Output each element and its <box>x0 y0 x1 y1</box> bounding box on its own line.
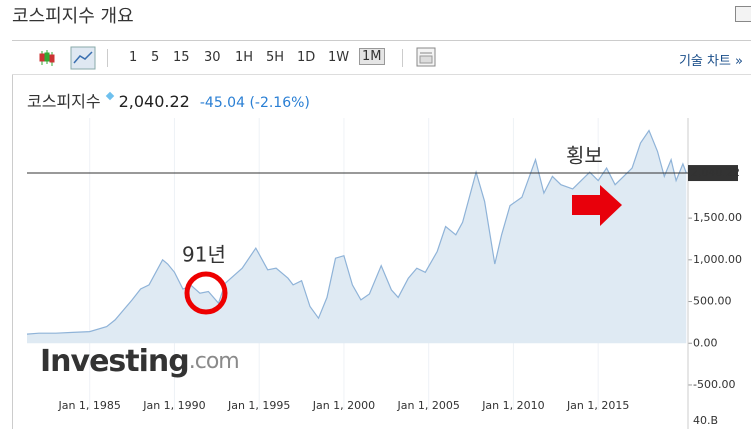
annotation-circle <box>184 271 228 315</box>
y-tick-label: -500.00 <box>693 378 735 391</box>
quote-change: -45.04 (-2.16%) <box>199 95 310 111</box>
annotation-arrow <box>572 185 622 226</box>
y-tick-label: 1,500.00 <box>693 211 742 224</box>
technical-chart-link[interactable]: 기술 차트 » <box>678 54 743 69</box>
settings-icon[interactable] <box>415 41 439 75</box>
interval-button[interactable]: 1W <box>328 50 350 65</box>
x-tick-label: Jan 1, 2000 <box>312 399 375 412</box>
quote-line: 코스피지수 2,040.22 -45.04 (-2.16%) <box>27 88 310 112</box>
area-fill <box>27 130 687 344</box>
interval-button[interactable]: 1H <box>235 50 254 65</box>
current-price-label: 2,040.22 <box>691 166 740 179</box>
x-tick-label: Jan 1, 2015 <box>566 399 629 412</box>
watermark: Investing.com <box>40 344 239 379</box>
interval-button[interactable]: 15 <box>173 50 190 65</box>
price-line <box>26 129 687 335</box>
chart-type-icons <box>39 46 96 70</box>
candle-icon[interactable] <box>39 50 55 66</box>
interval-button[interactable]: 5H <box>266 50 285 65</box>
quote-price: 2,040.22 <box>118 92 190 111</box>
y-tick-label: 1,000.00 <box>693 253 742 266</box>
interval-button[interactable]: 30 <box>204 50 221 65</box>
y-tick-label: 500.00 <box>693 295 732 308</box>
x-tick-label: Jan 1, 1995 <box>227 399 290 412</box>
current-price-box <box>688 165 738 182</box>
volume-label: 40.B <box>693 414 718 427</box>
page-title: 코스피지수 개요 <box>12 6 134 27</box>
separator <box>402 49 403 67</box>
x-tick-label: Jan 1, 1990 <box>142 399 205 412</box>
menu-icon[interactable] <box>735 6 751 22</box>
y-tick-label: 0.00 <box>693 336 718 349</box>
annotation-text: 횡보 <box>566 144 603 168</box>
interval-button[interactable]: 1 <box>129 50 138 65</box>
separator <box>107 49 108 67</box>
x-tick-label: Jan 1, 2005 <box>396 399 459 412</box>
watermark-suffix: .com <box>189 349 239 374</box>
annotation-text: 91년 <box>182 243 226 267</box>
interval-button[interactable]: 1D <box>297 50 316 65</box>
x-tick-label: Jan 1, 2010 <box>481 399 544 412</box>
interval-button[interactable]: 5 <box>151 50 160 65</box>
x-tick-label: Jan 1, 1985 <box>57 399 120 412</box>
chart-panel <box>12 40 751 429</box>
line-icon[interactable] <box>70 46 96 70</box>
interval-button[interactable]: 1M <box>359 48 385 65</box>
toolbar: 1 5 15 30 1H 5H 1D 1W 1M 기술 차트 » <box>12 41 751 75</box>
watermark-brand: Investing <box>40 344 189 379</box>
instrument-name: 코스피지수 <box>27 92 101 111</box>
